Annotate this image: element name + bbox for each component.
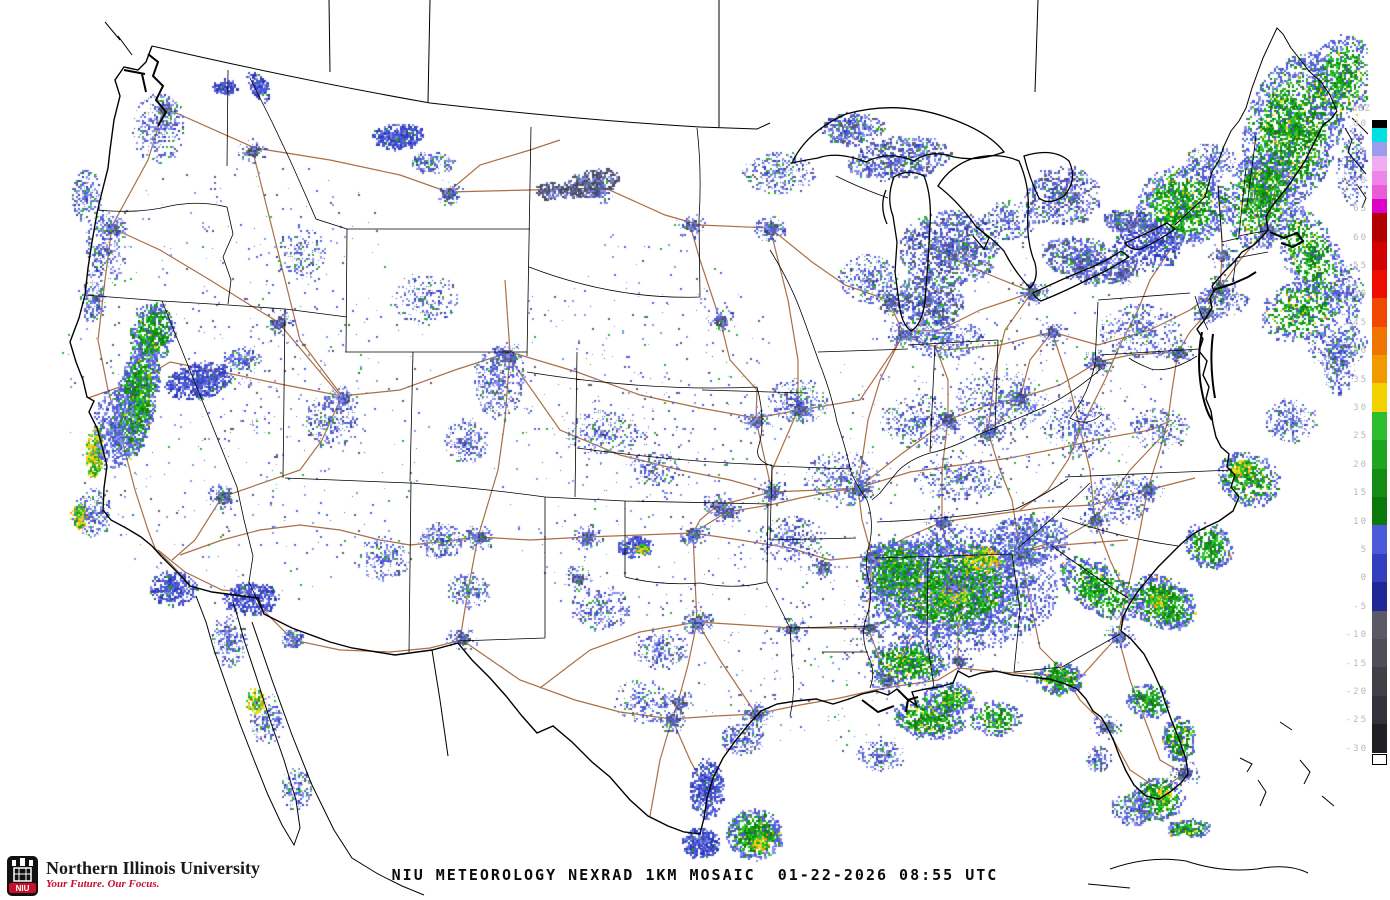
colorbar-segment (1372, 610, 1387, 639)
colorbar-unit-label: dBZ (1351, 104, 1371, 114)
vancouver-island (104, 21, 133, 56)
state-borders (84, 69, 1271, 717)
colorbar-tick: 35 (1353, 374, 1368, 385)
chesapeake-bay (1198, 331, 1216, 421)
colorbar-tick: -20 (1345, 687, 1368, 697)
colorbar-segment (1372, 440, 1387, 469)
colorbar-segment (1372, 667, 1387, 696)
colorbar-segment (1372, 525, 1387, 554)
colorbar-segment (1372, 411, 1387, 441)
lake-superior (790, 107, 1006, 164)
colorbar-tick: 15 (1353, 488, 1368, 499)
long-island (1212, 271, 1257, 291)
colorbar-end-box (1372, 754, 1387, 765)
colorbar-tick: -25 (1345, 715, 1368, 726)
colorbar-top-cap (1372, 120, 1387, 128)
mexico-state-line (431, 649, 449, 757)
canada-border (151, 45, 771, 130)
province-lines (328, 0, 1039, 127)
colorbar-segment (1372, 184, 1387, 199)
colorbar-segment (1372, 582, 1387, 611)
bahamas (1239, 721, 1335, 807)
colorbar-segment (1372, 468, 1387, 498)
colorbar-tick: -5 (1353, 601, 1368, 612)
colorbar-tick: -10 (1345, 630, 1368, 641)
colorbar-segment (1372, 695, 1387, 725)
colorbar-tick: 40 (1353, 346, 1368, 357)
canada-mexico-borders (104, 0, 1369, 896)
colorbar-segment (1372, 241, 1387, 270)
niu-tagline: Your Future. Our Focus. (46, 878, 160, 890)
colorbar-segment (1372, 638, 1387, 668)
colorbar-tick: 50 (1353, 289, 1368, 300)
baja-california (195, 595, 301, 847)
colorbar-tick: 45 (1353, 317, 1368, 328)
niu-logo-text: Northern Illinois University Your Future… (46, 856, 260, 891)
lake-huron (937, 154, 1037, 289)
colorbar-tick: 60 (1353, 232, 1368, 243)
lake-michigan (889, 171, 932, 332)
coastline (69, 45, 1338, 835)
green-bay (882, 189, 888, 225)
map-title-caption: NIU METEOROLOGY NEXRAD 1KM MOSAIC 01-22-… (391, 866, 999, 884)
niu-shield-icon: NIU (7, 856, 38, 896)
colorbar-segment (1372, 326, 1387, 356)
puget-sound (123, 53, 168, 127)
colorbar-segment (1372, 142, 1387, 157)
georgian-bay (1023, 151, 1074, 203)
colorbar-segment (1372, 724, 1387, 753)
colorbar-tick: 25 (1353, 431, 1368, 442)
colorbar-segment (1372, 497, 1387, 526)
niu-acronym: NIU (16, 884, 30, 893)
colorbar-segment (1372, 198, 1387, 214)
colorbar-segment (1372, 298, 1387, 327)
great-lakes (790, 107, 1177, 332)
saginaw-bay (972, 225, 990, 251)
colorbar-tick: -15 (1345, 658, 1368, 669)
lake-ontario (1123, 222, 1177, 251)
colorbar-tick: 55 (1353, 261, 1368, 271)
colorbar-tick: 80 (1353, 119, 1368, 129)
colorbar-segment (1372, 553, 1387, 583)
colorbar-segment (1372, 383, 1387, 412)
cuba-coast (1087, 858, 1309, 889)
mexico-mainland-coast (251, 621, 425, 896)
colorbar-segment (1372, 269, 1387, 299)
colorbar-tick: 20 (1353, 459, 1368, 470)
colorbar-tick: 65 (1353, 204, 1368, 215)
colorbar-segment (1372, 156, 1387, 171)
mississippi-delta (861, 689, 919, 714)
dense-coast-features (123, 53, 1305, 714)
maritimes-coast (1344, 117, 1369, 209)
reflectivity-colorbar (1372, 120, 1387, 753)
niu-org-name: Northern Illinois University (46, 858, 260, 878)
colorbar-tick: 70 (1353, 175, 1368, 186)
colorbar-segment (1372, 128, 1387, 143)
colorbar-tick: 0 (1360, 573, 1368, 584)
maine-border (1174, 27, 1338, 226)
colorbar-segment (1372, 213, 1387, 242)
colorbar-tick: -30 (1345, 743, 1368, 754)
niu-logo: NIU Northern Illinois University Your Fu… (7, 856, 260, 896)
colorbar-tick: 30 (1353, 403, 1368, 413)
lake-erie (1032, 250, 1131, 302)
colorbar-tick: 5 (1360, 545, 1368, 555)
colorbar-segments (1372, 128, 1387, 753)
cape-cod (1269, 231, 1305, 249)
colorbar-segment (1372, 170, 1387, 185)
colorbar-segment (1372, 355, 1387, 384)
colorbar-tick: 10 (1353, 516, 1368, 527)
colorbar-tick: 75 (1353, 147, 1368, 158)
